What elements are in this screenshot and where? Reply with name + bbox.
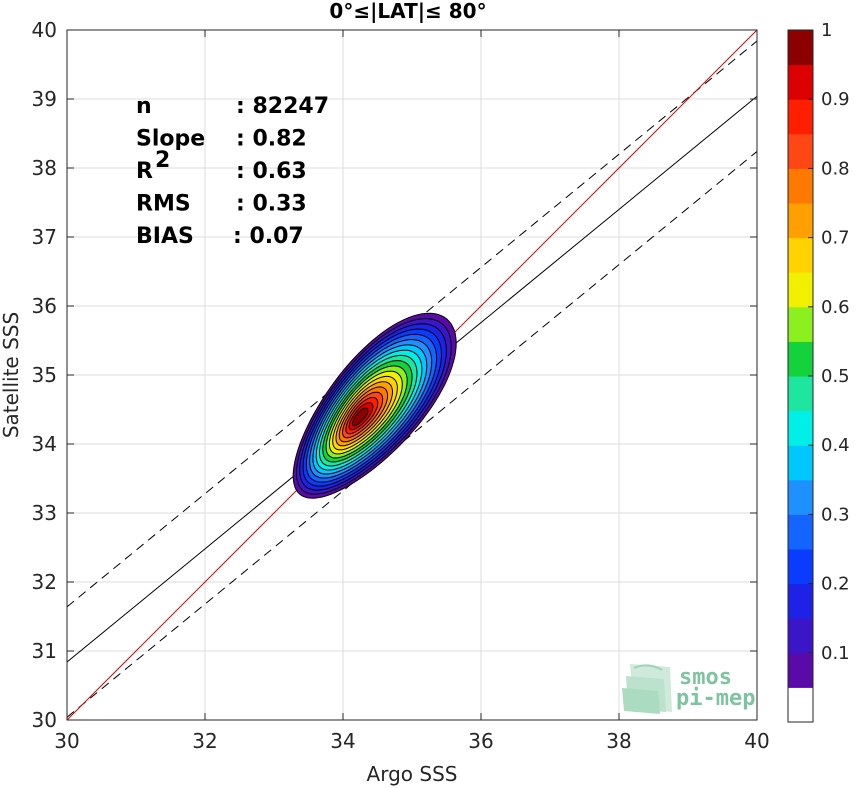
colorbar-tick-label: 0.5	[821, 366, 850, 387]
x-tick-label: 30	[54, 729, 79, 753]
y-tick-label: 34	[32, 432, 57, 456]
y-axis-label: Satellite SSS	[0, 312, 23, 438]
colorbar-segment	[788, 583, 813, 619]
y-tick-label: 30	[32, 708, 57, 732]
stat-label: BIAS	[136, 224, 194, 249]
chart-title: 0°≤|LAT|≤ 80°	[329, 0, 486, 23]
y-tick-label: 39	[32, 87, 57, 111]
x-tick-label: 34	[330, 729, 355, 753]
stat-label-superscript: 2	[155, 148, 170, 173]
colorbar-segment	[788, 445, 813, 481]
y-tick-label: 33	[32, 501, 57, 525]
smos-pimep-logo: smos pi-mep	[622, 664, 755, 714]
colorbar-segment	[788, 203, 813, 239]
x-tick-label: 36	[468, 729, 493, 753]
x-tick-label: 40	[744, 729, 769, 753]
colorbar: 0.1 0.2 0.3 0.4 0.5 0.6 0.7 0.8 0.9 1	[787, 20, 850, 723]
logo-line1: smos	[679, 665, 732, 690]
density-contours	[292, 312, 457, 499]
colorbar-segment	[788, 272, 813, 308]
colorbar-segment	[788, 376, 813, 412]
colorbar-tick-label: 0.1	[821, 643, 850, 664]
colorbar-segment	[788, 306, 813, 342]
axis-ticks: 30 32 34 36 38 40 30 31 32 33 34 35 36 37 38 39 40	[32, 18, 770, 753]
y-tick-label: 37	[32, 225, 57, 249]
colorbar-segment	[788, 410, 813, 446]
x-axis-label: Argo SSS	[367, 762, 458, 786]
logo-line2: pi-mep	[676, 686, 755, 711]
stat-label: Slope	[136, 127, 205, 152]
colorbar-segment	[788, 652, 813, 688]
colorbar-segment	[788, 687, 813, 723]
colorbar-tick-label: 0.6	[821, 297, 850, 318]
colorbar-tick-label: 0.2	[821, 574, 850, 595]
stat-value: : 0.33	[236, 192, 307, 217]
stat-value: : 0.82	[236, 127, 307, 152]
colorbar-segment	[788, 64, 813, 100]
stat-value: : 0.07	[233, 224, 304, 249]
y-tick-label: 31	[32, 639, 57, 663]
logo-waves-icon	[622, 664, 672, 714]
y-tick-label: 38	[32, 156, 57, 180]
colorbar-segment	[788, 341, 813, 377]
stat-value: : 82247	[236, 94, 329, 119]
colorbar-segment	[788, 237, 813, 273]
colorbar-segment	[788, 30, 813, 66]
colorbar-segment	[788, 99, 813, 135]
colorbar-tick-label: 0.7	[821, 228, 850, 249]
colorbar-tick-label: 1	[821, 20, 832, 41]
y-tick-label: 36	[32, 294, 57, 318]
colorbar-tick-label: 0.3	[821, 504, 850, 525]
colorbar-tick-label: 0.8	[821, 158, 850, 179]
density-contour-level	[351, 407, 369, 427]
colorbar-segment	[788, 549, 813, 585]
y-tick-label: 35	[32, 363, 57, 387]
colorbar-tick-label: 0.4	[821, 435, 850, 456]
colorbar-segment	[788, 479, 813, 515]
colorbar-segment	[788, 514, 813, 550]
x-tick-label: 32	[192, 729, 217, 753]
stat-label: n	[136, 94, 152, 119]
colorbar-segment	[788, 168, 813, 204]
stat-value: : 0.63	[236, 159, 307, 184]
y-tick-label: 40	[32, 18, 57, 42]
grid	[66, 29, 758, 721]
upper-dashed-line	[67, 40, 757, 608]
lower-dashed-line	[67, 151, 757, 718]
colorbar-segment	[788, 133, 813, 169]
y-tick-label: 32	[32, 570, 57, 594]
x-tick-label: 38	[606, 729, 631, 753]
colorbar-segment	[788, 618, 813, 654]
stat-label: R	[136, 159, 153, 184]
colorbar-tick-label: 0.9	[821, 89, 850, 110]
stat-label: RMS	[136, 192, 191, 217]
statistics-box: n : 82247 Slope : 0.82 R 2 : 0.63 RMS : 0.33 BIAS…	[136, 94, 329, 249]
